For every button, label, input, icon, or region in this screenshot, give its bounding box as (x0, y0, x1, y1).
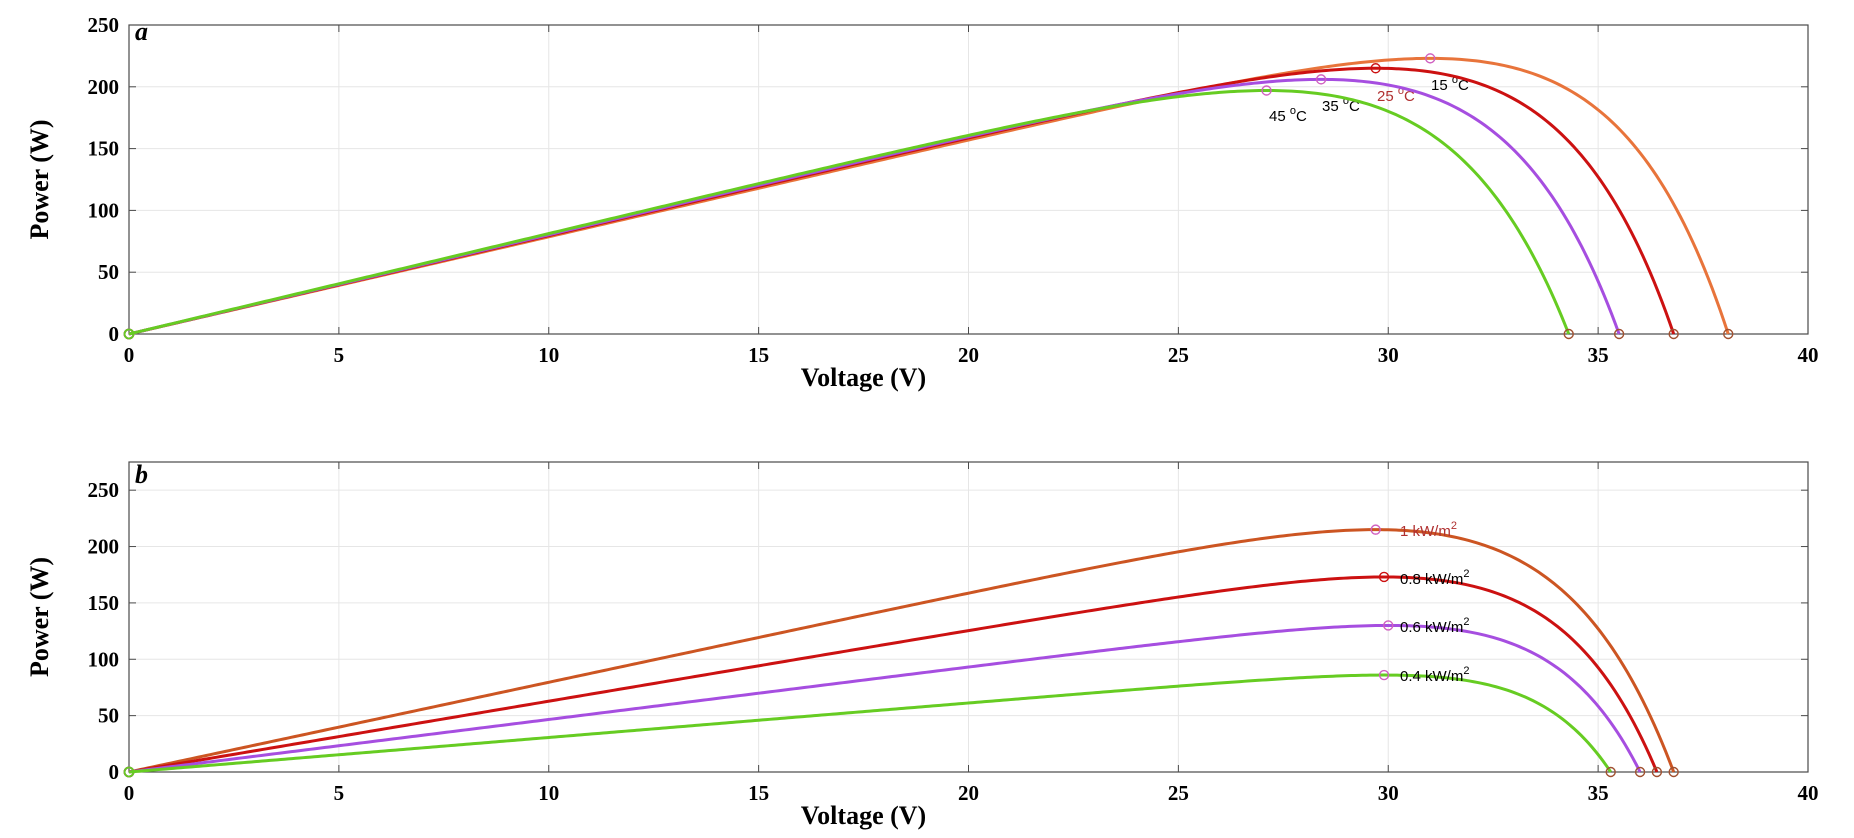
voc-marker (1668, 766, 1679, 778)
mpp-marker (1378, 571, 1390, 583)
series-line (128, 56, 1730, 336)
series-line (128, 575, 1659, 774)
series-label: 0.4 kW/m2 (1400, 665, 1469, 685)
y-tick-label: 100 (88, 198, 120, 222)
x-tick-label: 35 (1588, 343, 1609, 367)
mpp-marker (1378, 669, 1390, 681)
series-label: 35 oC (1322, 95, 1360, 115)
series-line (128, 673, 1612, 774)
y-tick-label: 0 (109, 760, 120, 784)
x-tick-label: 30 (1378, 343, 1399, 367)
x-tick-label: 40 (1798, 781, 1819, 805)
mpp-marker (1425, 53, 1436, 64)
y-tick-label: 250 (88, 478, 120, 502)
series-label: 25 oC (1377, 85, 1415, 105)
y-tick-label: 50 (98, 260, 119, 284)
x-tick-label: 15 (748, 781, 769, 805)
mpp-marker (1383, 620, 1394, 631)
voc-marker (1613, 328, 1625, 340)
series-label: 0.6 kW/m2 (1400, 616, 1469, 636)
mpp-marker (1370, 524, 1381, 535)
voc-marker (1723, 328, 1734, 340)
y-tick-label: 0 (109, 322, 120, 346)
series-line (128, 528, 1676, 774)
y-tick-label: 200 (88, 535, 120, 559)
y-axis-label: Power (W) (25, 119, 54, 239)
mpp-marker (1315, 74, 1327, 85)
series-line (128, 66, 1676, 336)
origin-marker (123, 328, 135, 340)
x-tick-label: 25 (1168, 343, 1189, 367)
x-tick-label: 0 (124, 781, 135, 805)
x-tick-label: 10 (538, 781, 559, 805)
y-tick-label: 150 (88, 137, 120, 161)
y-tick-label: 50 (98, 704, 119, 728)
y-tick-label: 250 (88, 13, 120, 37)
panel-b: 0 5 10 15 20 25 30 35 40 0 50 100 150 200 250 Voltage (… (25, 460, 1819, 830)
x-tick-label: 30 (1378, 781, 1399, 805)
voc-marker (1605, 766, 1616, 778)
voc-marker (1563, 328, 1574, 340)
y-axis-label: Power (W) (25, 557, 54, 677)
voc-marker (1634, 766, 1646, 778)
y-tick-label: 100 (88, 647, 120, 671)
series-label: 15 oC (1431, 74, 1469, 94)
voc-marker (1668, 328, 1679, 340)
series-label: 0.8 kW/m2 (1400, 568, 1469, 588)
series-label: 1 kW/m2 (1400, 520, 1457, 540)
origin-marker (123, 766, 135, 778)
panel-letter: a (135, 17, 148, 46)
series-line (128, 77, 1621, 336)
mpp-marker (1261, 85, 1272, 96)
y-tick-label: 150 (88, 591, 120, 615)
voc-marker (1651, 766, 1663, 778)
x-tick-label: 10 (538, 343, 559, 367)
x-tick-label: 5 (334, 781, 345, 805)
series-line (128, 89, 1571, 336)
x-tick-label: 5 (334, 343, 345, 367)
y-tick-label: 200 (88, 75, 120, 99)
mpp-marker (1370, 63, 1381, 74)
x-axis-label: Voltage (V) (801, 801, 926, 830)
series-line (128, 623, 1642, 774)
x-tick-label: 35 (1588, 781, 1609, 805)
panel-letter: b (135, 460, 148, 489)
x-tick-label: 20 (958, 343, 979, 367)
panel-a: 0 5 10 15 20 25 30 35 40 0 50 100 150 200 250 Voltage (… (25, 13, 1819, 392)
x-tick-label: 40 (1798, 343, 1819, 367)
x-axis-label: Voltage (V) (801, 363, 926, 392)
series-label: 45 oC (1269, 105, 1307, 125)
x-tick-label: 0 (124, 343, 135, 367)
x-tick-label: 15 (748, 343, 769, 367)
x-tick-label: 25 (1168, 781, 1189, 805)
x-tick-label: 20 (958, 781, 979, 805)
